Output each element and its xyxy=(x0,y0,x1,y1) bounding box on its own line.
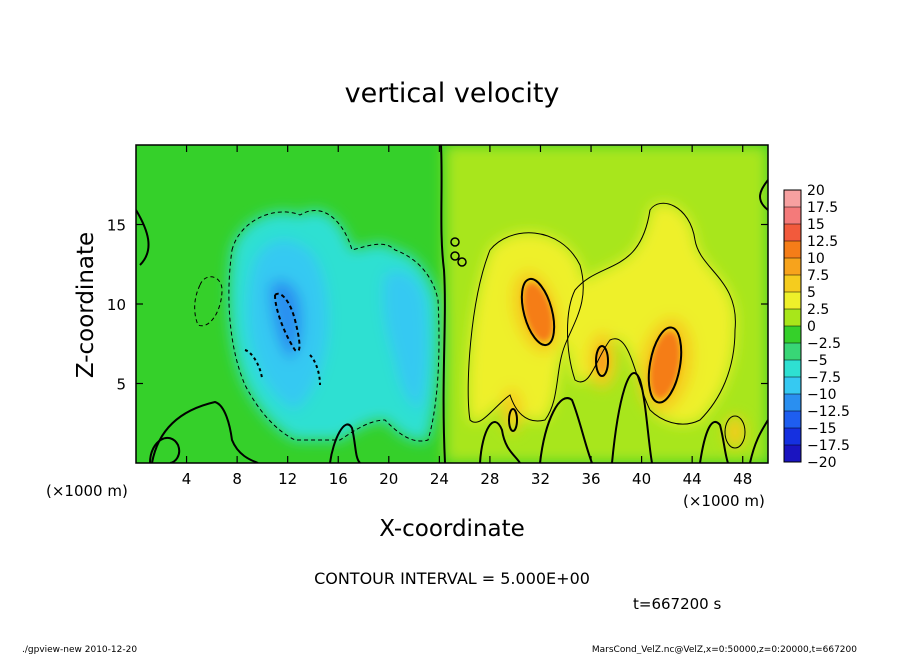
zero-contour xyxy=(457,257,467,267)
y-tick-label: 10 xyxy=(107,296,126,314)
colorbar-label: −15 xyxy=(807,421,837,437)
x-tick-label: 44 xyxy=(683,470,702,488)
colorbar-label: −10 xyxy=(807,387,837,403)
zero-contour xyxy=(149,437,181,463)
colorbar-swatch xyxy=(784,224,801,241)
zero-contour xyxy=(699,421,729,463)
minus10-contour xyxy=(244,349,263,379)
zero-contour xyxy=(539,397,593,463)
y-axis-label: Z-coordinate xyxy=(73,232,99,378)
x-tick-label: 16 xyxy=(329,470,348,488)
plus5-contour xyxy=(467,232,584,423)
colorbar-label: −17.5 xyxy=(807,438,850,454)
x-tick-label: 24 xyxy=(430,470,449,488)
chart-title: vertical velocity xyxy=(345,78,560,109)
x-tick-label: 36 xyxy=(581,470,600,488)
contour-interval: CONTOUR INTERVAL = 5.000E+00 xyxy=(314,569,590,588)
footer-left: ./gpview-new 2010-12-20 xyxy=(22,645,137,654)
colorbar-label: −7.5 xyxy=(807,370,841,386)
colorbar-label: −12.5 xyxy=(807,404,850,420)
downdraft-region xyxy=(228,210,439,441)
colorbar-label: −20 xyxy=(807,455,837,471)
colorbar-swatch xyxy=(784,309,801,326)
zero-contour xyxy=(759,179,768,211)
x-tick-label: 20 xyxy=(379,470,398,488)
colorbar-swatch xyxy=(784,326,801,343)
colorbar-label: 17.5 xyxy=(807,200,838,216)
y-axis-ticks: 5 10 15 xyxy=(107,217,768,394)
colorbar-swatch xyxy=(784,428,801,445)
colorbar-swatch xyxy=(784,377,801,394)
colorbar-label: 2.5 xyxy=(807,302,829,318)
zero-contour xyxy=(329,423,361,463)
minus10-contour xyxy=(273,292,301,352)
plus10-contour xyxy=(647,326,683,404)
colorbar-swatch xyxy=(784,241,801,258)
colorbar-label: −5 xyxy=(807,353,828,369)
x-unit-right: (×1000 m) xyxy=(683,492,765,510)
colorbar-swatch xyxy=(784,275,801,292)
x-tick-label: 32 xyxy=(531,470,550,488)
x-axis-ticks: 4 8 12 16 20 24 28 32 36 40 44 48 xyxy=(182,145,752,488)
minus5-contour xyxy=(228,209,440,442)
x-tick-label: 12 xyxy=(278,470,297,488)
colorbar-label: 12.5 xyxy=(807,234,838,250)
zero-contour xyxy=(479,421,521,463)
colorbar-swatch xyxy=(784,411,801,428)
colorbar-label: −2.5 xyxy=(807,336,841,352)
x-axis-label: X-coordinate xyxy=(379,516,525,542)
zero-contour xyxy=(151,400,259,463)
x-unit-left: (×1000 m) xyxy=(46,482,128,500)
y-tick-label: 5 xyxy=(116,376,126,394)
colorbar: 2017.51512.5107.552.50−2.5−5−7.5−10−12.5… xyxy=(783,183,850,471)
plus5-contour xyxy=(567,202,736,425)
plus5-contour xyxy=(724,415,746,449)
x-tick-label: 40 xyxy=(632,470,651,488)
zero-contour xyxy=(749,419,768,463)
zero-contour xyxy=(450,251,460,261)
y-tick-label: 15 xyxy=(107,217,126,235)
colorbar-swatch xyxy=(784,190,801,207)
footer-right: MarsCond_VelZ.nc@VelZ,x=0:50000,z=0:2000… xyxy=(592,645,857,654)
zero-contour xyxy=(440,145,446,463)
minus5-contour xyxy=(194,276,223,327)
updraft-cores xyxy=(523,282,680,399)
plot-area xyxy=(136,145,768,463)
time-label: t=667200 s xyxy=(633,595,721,613)
zero-contour xyxy=(611,372,653,463)
x-tick-label: 8 xyxy=(232,470,242,488)
zero-contour xyxy=(136,209,150,266)
plus10-contour xyxy=(595,345,609,377)
colorbar-swatch xyxy=(784,360,801,377)
x-tick-label: 28 xyxy=(480,470,499,488)
plus10-contour xyxy=(520,277,556,347)
zero-contour xyxy=(450,237,460,247)
colorbar-swatch xyxy=(784,207,801,224)
colorbar-swatch xyxy=(784,258,801,275)
colorbar-label: 10 xyxy=(807,251,825,267)
x-tick-label: 48 xyxy=(733,470,752,488)
x-tick-label: 4 xyxy=(182,470,192,488)
colorbar-swatch xyxy=(784,445,801,462)
minus10-contour xyxy=(309,354,321,386)
contour-lines xyxy=(136,145,768,463)
colorbar-label: 5 xyxy=(807,285,816,301)
colorbar-swatch xyxy=(784,394,801,411)
colorbar-label: 15 xyxy=(807,217,825,233)
colorbar-label: 20 xyxy=(807,183,825,199)
colorbar-swatch xyxy=(784,343,801,360)
colorbar-swatch xyxy=(784,292,801,309)
colorbar-label: 7.5 xyxy=(807,268,829,284)
colorbar-label: 0 xyxy=(807,319,816,335)
plus10-contour xyxy=(508,408,518,432)
